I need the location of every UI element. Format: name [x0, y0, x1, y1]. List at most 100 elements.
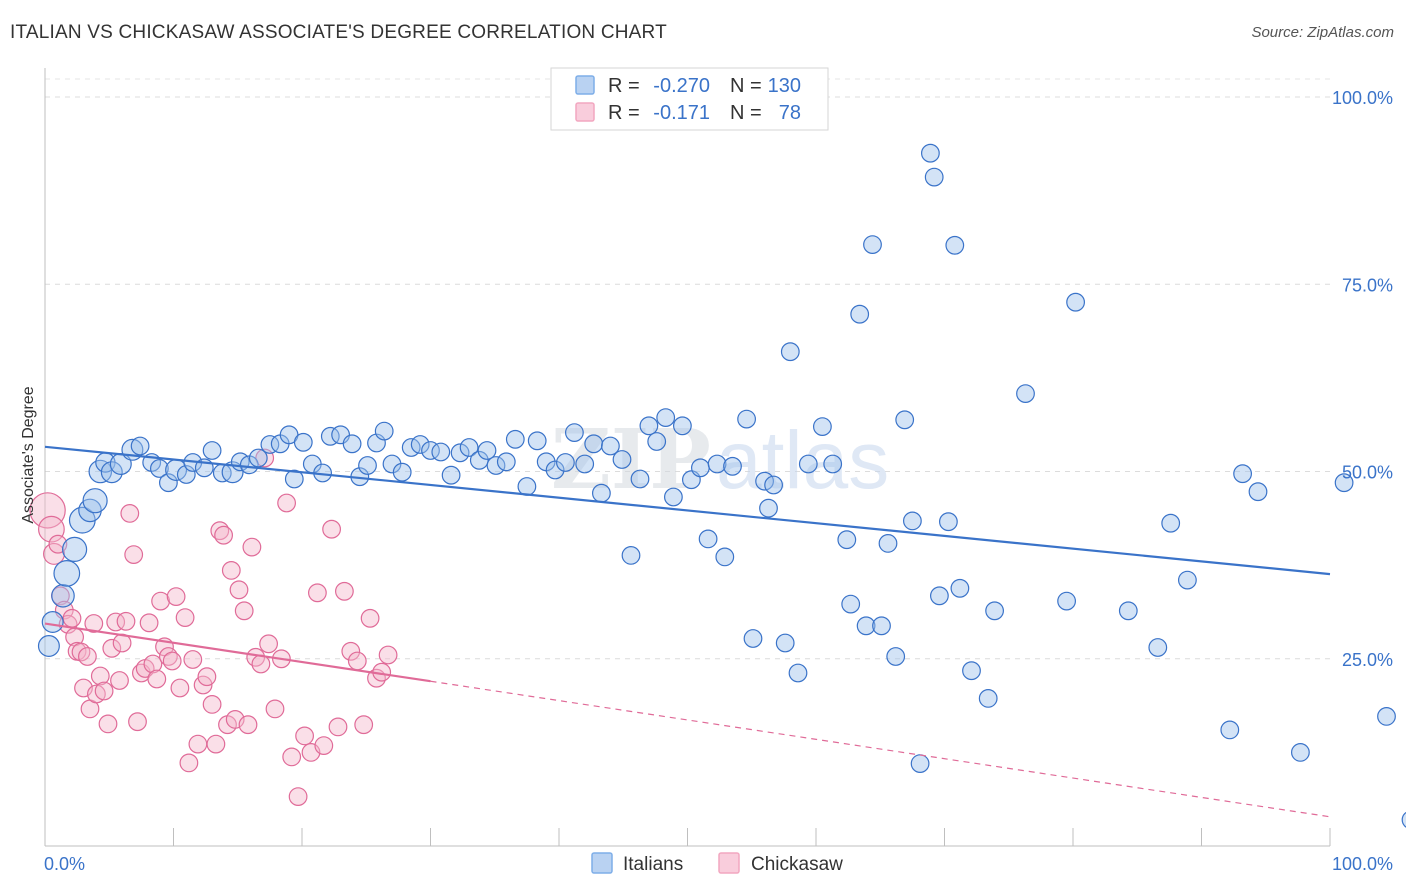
italians-point [1334, 473, 1354, 493]
italians-point [775, 633, 795, 653]
italians-point [715, 547, 735, 567]
italians-point [477, 441, 497, 460]
chickasaw-point [183, 650, 203, 669]
italians-point [863, 235, 882, 255]
legend-swatch-italians [575, 75, 595, 95]
italians-point [886, 647, 906, 666]
italians-point [1233, 464, 1252, 484]
legend-r-value-italians: -0.270 [653, 75, 710, 97]
italians-point [723, 456, 742, 476]
chickasaw-point [162, 651, 182, 671]
italians-point [469, 450, 489, 470]
italians-point [759, 498, 778, 518]
chickasaw-point [265, 699, 285, 719]
italians-point [647, 432, 667, 451]
italians-point [584, 434, 604, 454]
italians-point [527, 431, 547, 451]
italians-point [924, 167, 944, 187]
trend-lines [44, 445, 1331, 818]
chart-title: ITALIAN VS CHICKASAW ASSOCIATE'S DEGREE … [10, 22, 667, 43]
chickasaw-point [259, 634, 279, 654]
italians-point [358, 456, 377, 475]
chickasaw-point [84, 614, 104, 633]
italians-point [780, 342, 800, 362]
chickasaw-point [188, 734, 208, 754]
chickasaw-point [175, 608, 195, 627]
x-tick-label-0: 0.0% [44, 854, 85, 874]
legend-swatch-chickasaw [575, 102, 595, 122]
chickasaw-point [378, 645, 398, 665]
italians-point [61, 536, 88, 563]
chickasaw-point [234, 601, 254, 621]
chickasaw-point [277, 493, 297, 513]
chickasaw-trend-extension [430, 680, 1331, 818]
italians-point [612, 450, 632, 469]
italians-point [939, 512, 958, 532]
chickasaw-point [335, 581, 354, 601]
italians-point [798, 454, 818, 474]
italians-trend-line [44, 445, 1331, 576]
italians-point [1066, 292, 1085, 312]
italians-point [1220, 720, 1240, 740]
italians-point [37, 634, 60, 657]
chickasaw-point [94, 681, 114, 701]
italians-point [707, 454, 727, 474]
italians-point [601, 436, 620, 456]
italians-point [656, 408, 676, 428]
chickasaw-point [120, 504, 140, 523]
italians-point [342, 434, 362, 454]
chickasaw-point [170, 678, 190, 698]
italians-point [1118, 601, 1138, 621]
italians-point [545, 460, 565, 480]
axes [44, 68, 1331, 847]
chickasaw-point [221, 561, 241, 580]
chickasaw-point [179, 753, 199, 773]
italians-point [51, 583, 75, 608]
chickasaw-point [202, 695, 222, 714]
italians-point [556, 453, 575, 472]
italians-point [630, 469, 650, 489]
italians-point [1177, 570, 1197, 590]
italians-point [392, 462, 412, 482]
italians-point [962, 661, 981, 681]
italians-point [130, 436, 150, 456]
chickasaw-point [328, 717, 348, 737]
italians-point [1148, 638, 1168, 657]
legend-r-value-chickasaw: -0.171 [653, 102, 710, 124]
chickasaw-point [314, 736, 334, 755]
chickasaw-point [341, 641, 361, 661]
italians-point [450, 443, 470, 463]
italians-point [1248, 482, 1268, 502]
italians-point [82, 488, 108, 514]
italians-point [910, 754, 930, 773]
italians-point [755, 471, 774, 491]
chickasaw-point [347, 651, 367, 671]
chickasaw-point [102, 638, 122, 658]
italians-point [639, 416, 659, 436]
italians-point [459, 438, 479, 457]
y-tick-label-50: 50.0% [1342, 463, 1393, 483]
chickasaw-point [354, 715, 374, 735]
italians-point [895, 410, 915, 430]
italians-point [248, 448, 268, 468]
italians-point [903, 511, 922, 531]
italians-point [930, 586, 949, 606]
italians-point [872, 616, 891, 636]
italians-point [698, 529, 718, 549]
italians-point [1290, 743, 1310, 762]
italians-point [575, 454, 595, 474]
source-label: Source: ZipAtlas.com [1251, 24, 1394, 41]
bottom-legend-swatch-italians [591, 852, 613, 874]
italians-point [985, 601, 1004, 621]
chickasaw-point [322, 519, 342, 539]
italians-point [505, 429, 525, 449]
italians-point [921, 143, 940, 163]
italians-point [788, 663, 808, 683]
legend-n-label-italians: N = [730, 75, 762, 97]
italians-point [691, 458, 710, 478]
chickasaw-point [242, 537, 262, 557]
italians-point [950, 578, 970, 598]
chickasaw-point [288, 787, 308, 806]
chickasaw-point [166, 587, 186, 606]
chickasaw-point [308, 583, 327, 603]
